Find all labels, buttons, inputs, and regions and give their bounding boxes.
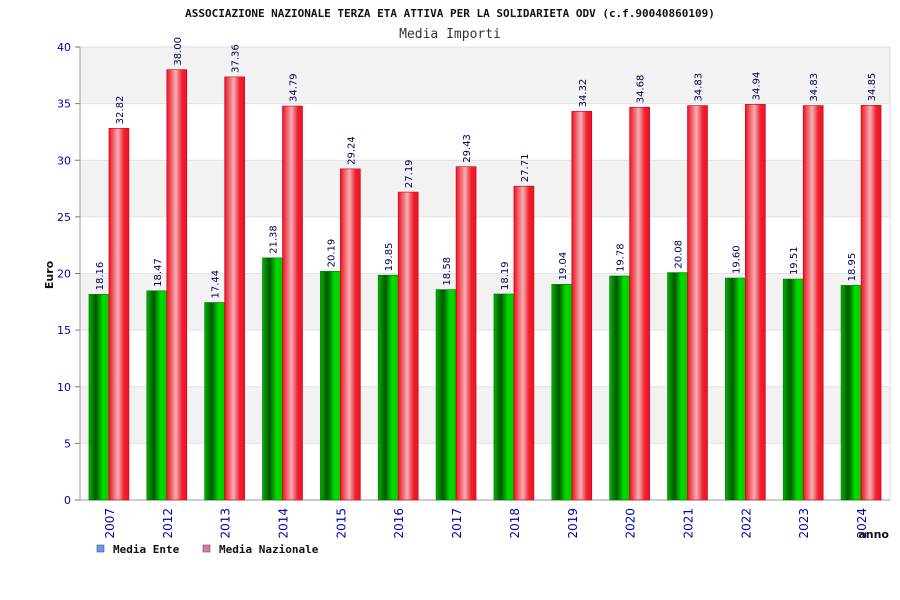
bar-media-ente	[493, 293, 515, 501]
data-label: 21.38	[269, 225, 280, 254]
bars	[88, 69, 882, 501]
bar-media-ente	[320, 271, 341, 501]
bar-media-ente	[551, 284, 573, 501]
data-label: 34.83	[694, 73, 705, 102]
bar-media-nazionale	[802, 105, 824, 501]
x-tick-label: 2023	[797, 508, 811, 539]
bar-media-nazionale	[513, 185, 535, 501]
data-label: 20.19	[326, 239, 337, 268]
legend-label: Media Ente	[113, 543, 180, 556]
data-label: 34.83	[809, 73, 820, 102]
bar-media-ente	[782, 278, 804, 501]
data-label: 19.04	[558, 252, 569, 281]
y-tick-label: 5	[64, 437, 71, 450]
data-label: 17.44	[211, 270, 222, 299]
bar-media-ente	[204, 302, 225, 501]
y-axis-label: Euro	[43, 260, 56, 289]
y-tick-label: 25	[57, 211, 71, 224]
data-label: 34.32	[578, 79, 589, 108]
data-label: 18.58	[442, 257, 453, 286]
data-label: 19.85	[384, 243, 395, 272]
bar-media-nazionale	[687, 105, 708, 501]
chart-subtitle: Media Importi	[399, 27, 501, 42]
bar-media-ente	[725, 277, 746, 501]
bar-media-ente	[262, 257, 283, 501]
data-label: 38.00	[173, 37, 184, 66]
y-tick-label: 0	[64, 494, 71, 507]
bar-media-nazionale	[166, 69, 188, 501]
grid-band	[80, 160, 890, 217]
x-tick-label: 2015	[334, 508, 348, 539]
bar-media-nazionale	[397, 191, 419, 501]
bar-media-nazionale	[745, 104, 766, 501]
y-tick-label: 20	[57, 268, 71, 281]
legend-swatch	[202, 544, 211, 553]
data-label: 19.60	[731, 245, 742, 274]
x-tick-label: 2020	[624, 508, 638, 539]
x-tick-label: 2021	[682, 508, 696, 539]
bar-media-ente	[667, 272, 688, 501]
data-labels: 18.16 32.82 18.47 38.00 17.44 37.36 21.38 34.79…	[95, 37, 878, 298]
bar-media-ente	[146, 290, 168, 501]
y-tick-label: 30	[57, 154, 71, 167]
data-label: 18.19	[500, 261, 511, 290]
x-tick-label: 2017	[450, 508, 464, 539]
x-axis-label: anno	[858, 528, 889, 541]
data-label: 37.36	[231, 44, 242, 73]
data-label: 19.78	[616, 243, 627, 272]
x-tick-label: 2024	[855, 508, 869, 539]
bar-media-ente	[840, 285, 862, 501]
bar-media-ente	[88, 294, 110, 501]
y-tick-label: 10	[57, 381, 71, 394]
legend: Media Ente Media Nazionale	[96, 543, 319, 556]
bar-media-nazionale	[108, 128, 130, 501]
bar-media-nazionale	[340, 168, 361, 501]
data-label: 27.71	[520, 154, 531, 183]
data-label: 18.47	[153, 258, 164, 287]
y-tick-label: 15	[57, 324, 71, 337]
y-tick-labels: 0 5 10 15 20 25 30 35 40	[57, 41, 71, 507]
chart-title: ASSOCIAZIONE NAZIONALE TERZA ETA ATTIVA …	[185, 7, 715, 20]
bar-media-nazionale	[224, 76, 245, 501]
x-tick-labels: 2007 2012 2013 2014 2015 2016 2017 2018 2019 2020…	[103, 508, 869, 539]
data-label: 34.85	[867, 73, 878, 102]
bar-media-nazionale	[282, 105, 303, 501]
data-label: 34.79	[289, 73, 300, 102]
data-label: 18.95	[847, 253, 858, 282]
data-label: 18.16	[95, 262, 106, 291]
bar-media-nazionale	[860, 105, 882, 501]
data-label: 29.43	[462, 134, 473, 163]
data-label: 34.68	[636, 75, 647, 104]
x-tick-label: 2018	[508, 508, 522, 539]
grid-band	[80, 386, 890, 444]
bar-media-nazionale	[571, 111, 593, 501]
y-tick-label: 35	[57, 98, 71, 111]
grid-band	[80, 47, 890, 104]
data-label: 32.82	[115, 96, 126, 125]
x-tick-label: 2022	[739, 508, 753, 539]
x-tick-label: 2014	[277, 508, 291, 539]
bar-media-ente	[609, 275, 630, 501]
bar-media-nazionale	[455, 166, 477, 501]
data-label: 34.94	[751, 72, 762, 101]
x-tick-label: 2007	[103, 508, 117, 539]
grid-band	[80, 273, 890, 331]
y-tick-label: 40	[57, 41, 71, 54]
legend-swatch	[96, 544, 105, 553]
x-tick-label: 2019	[566, 508, 580, 539]
legend-label: Media Nazionale	[219, 543, 319, 556]
data-label: 27.19	[404, 159, 415, 188]
x-tick-label: 2013	[219, 508, 233, 539]
bar-media-nazionale	[629, 106, 650, 501]
x-tick-label: 2012	[161, 508, 175, 539]
data-label: 29.24	[346, 136, 357, 165]
bar-media-ente	[435, 289, 457, 501]
data-label: 19.51	[789, 246, 800, 275]
bar-media-ente	[377, 274, 399, 501]
data-label: 20.08	[674, 240, 685, 269]
x-tick-label: 2016	[392, 508, 406, 539]
